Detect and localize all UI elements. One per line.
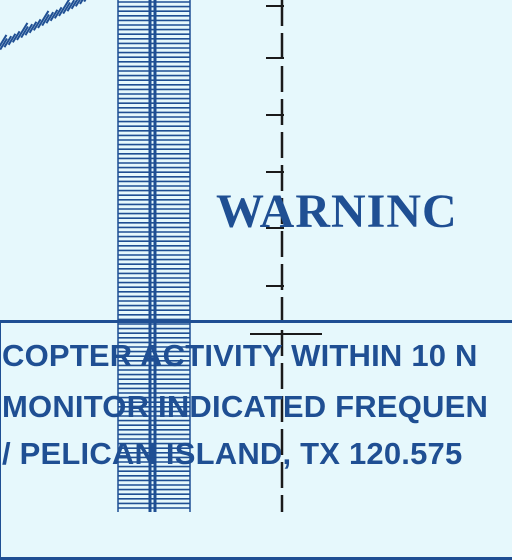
warning-title: WARNINC — [216, 185, 458, 238]
compass-rose-arc — [0, 0, 87, 51]
chart-linework — [0, 0, 322, 512]
notice-line-2: MONITOR INDICATED FREQUEN — [2, 389, 489, 424]
notice-line-1: COPTER ACTIVITY WITHIN 10 N — [2, 338, 478, 373]
airway-ladder — [117, 0, 191, 512]
notice-line-3: / PELICAN ISLAND, TX 120.575 — [2, 436, 463, 471]
dashed-boundary-line — [250, 0, 322, 512]
